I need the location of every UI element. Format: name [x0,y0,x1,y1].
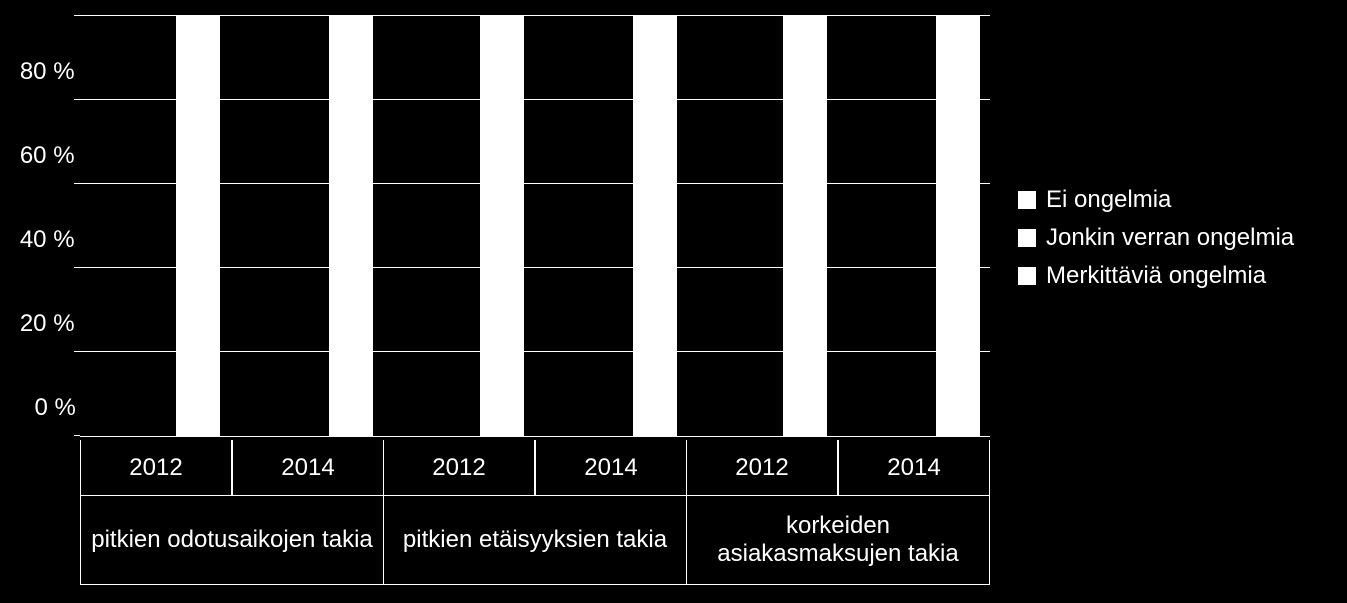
bar [936,16,980,436]
x-axis-labels: 2012 2014 pitkien odotusaikojen takia 20… [80,440,990,585]
x-year-label: 2012 [687,440,838,495]
x-year-label: 2012 [384,440,535,495]
y-tick-mark [74,15,80,16]
legend: Ei ongelmia Jonkin verran ongelmia Merki… [1018,176,1294,300]
x-group: 2012 2014 korkeiden asiakasmaksujen taki… [687,440,990,585]
legend-item: Merkittäviä ongelmia [1018,262,1294,290]
legend-swatch-icon [1018,191,1036,209]
x-group: 2012 2014 pitkien odotusaikojen takia [80,440,384,585]
y-tick-mark [74,267,80,268]
bar [633,16,677,436]
x-group-label: pitkien etäisyyksien takia [384,495,686,584]
y-tick-mark [74,99,80,100]
y-tick-label: 100 % [5,0,73,2]
x-group-label: korkeiden asiakasmaksujen takia [687,495,989,584]
y-tick-label: 60 % [20,142,75,170]
x-year-label: 2014 [535,440,686,495]
plot-area: 0 % 20 % 40 % 60 % 80 % 100 % [80,16,990,437]
bar [783,16,827,436]
legend-label: Ei ongelmia [1046,186,1171,214]
legend-label: Merkittäviä ongelmia [1046,262,1266,290]
bar [176,16,220,436]
y-tick-label: 0 % [35,394,76,422]
bar [480,16,524,436]
y-tick-label: 80 % [20,58,75,86]
y-tick-mark [74,183,80,184]
y-tick-label: 40 % [20,226,75,254]
legend-label: Jonkin verran ongelmia [1046,224,1294,252]
legend-swatch-icon [1018,229,1036,247]
x-group-label: pitkien odotusaikojen takia [81,495,383,584]
x-year-label: 2014 [232,440,383,495]
y-tick-label: 20 % [20,310,75,338]
x-year-label: 2014 [838,440,989,495]
legend-item: Ei ongelmia [1018,186,1294,214]
x-group: 2012 2014 pitkien etäisyyksien takia [384,440,687,585]
bar [329,16,373,436]
y-tick-mark [74,435,80,436]
chart-stage: 0 % 20 % 40 % 60 % 80 % 100 % 2012 2014 … [0,0,1347,603]
legend-item: Jonkin verran ongelmia [1018,224,1294,252]
x-year-label: 2012 [81,440,232,495]
y-tick-mark [74,351,80,352]
legend-swatch-icon [1018,267,1036,285]
